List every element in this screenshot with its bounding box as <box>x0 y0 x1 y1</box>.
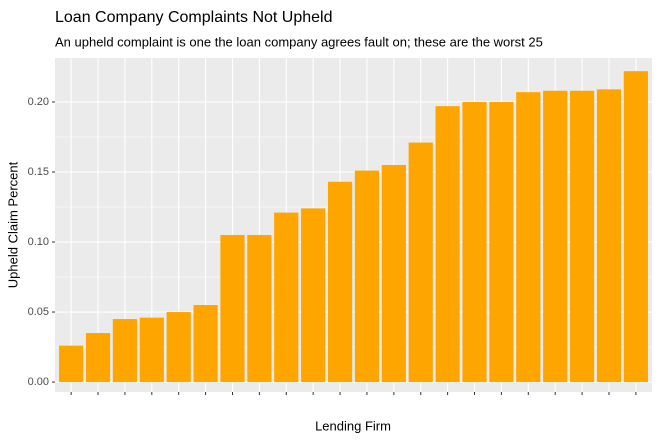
bar <box>381 164 406 383</box>
x-axis-title: Lending Firm <box>315 418 391 433</box>
bar <box>489 101 514 383</box>
bar <box>274 212 299 383</box>
bar <box>516 92 541 383</box>
bar <box>193 305 218 383</box>
bar <box>569 90 595 383</box>
bar <box>139 317 164 383</box>
y-tick-label: 0.15 <box>28 166 49 178</box>
bar <box>220 235 245 383</box>
bar <box>596 89 622 383</box>
y-tick-label: 0.10 <box>28 236 49 248</box>
bar <box>166 312 191 383</box>
bar <box>462 101 487 383</box>
chart-title: Loan Company Complaints Not Upheld <box>55 9 332 26</box>
bar <box>354 170 380 383</box>
bar <box>247 235 272 383</box>
chart-subtitle: An upheld complaint is one the loan comp… <box>55 34 543 49</box>
y-tick-label: 0.00 <box>28 376 49 388</box>
bar <box>327 181 353 383</box>
bar <box>408 142 433 383</box>
bar <box>435 106 460 383</box>
y-axis-title: Upheld Claim Percent <box>5 161 20 288</box>
bar <box>85 333 111 383</box>
bar <box>543 90 568 383</box>
bar <box>301 208 326 383</box>
bar <box>112 319 138 383</box>
y-tick-label: 0.20 <box>28 96 49 108</box>
bar <box>623 71 648 383</box>
bar <box>59 345 84 383</box>
y-tick-label: 0.05 <box>28 306 49 318</box>
